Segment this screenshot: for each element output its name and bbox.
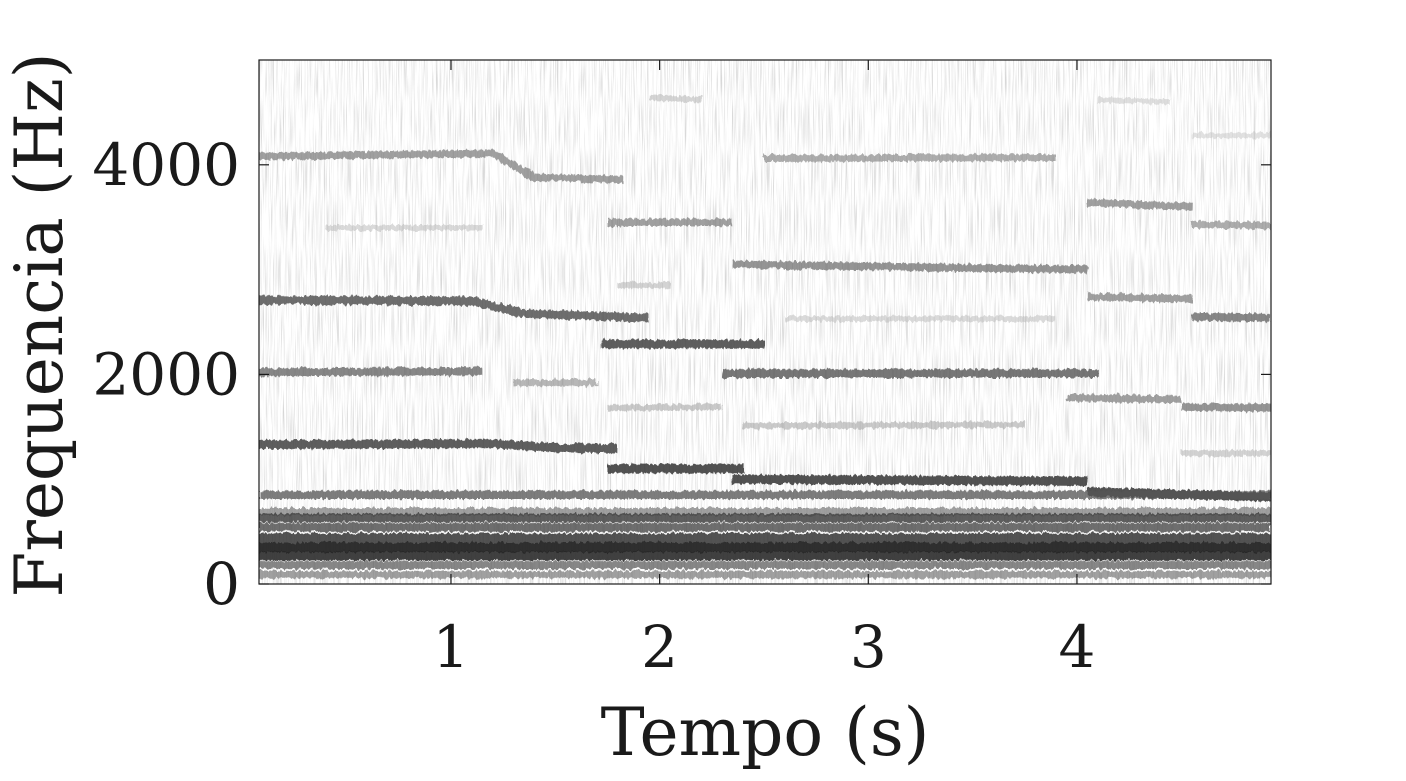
- plot-area: [258, 59, 1272, 585]
- spectral-noise-texture: [259, 60, 1271, 584]
- spectral-band-3: [649, 94, 702, 103]
- spectral-band-26: [732, 474, 1088, 486]
- spectral-band-17: [259, 367, 483, 377]
- spectral-band-1: [259, 149, 625, 184]
- x-axis-label: Tempo (s): [601, 694, 930, 771]
- spectral-band-7: [1087, 198, 1192, 211]
- spectral-band-8: [1097, 97, 1171, 105]
- y-tick-label: 4000: [92, 131, 240, 199]
- y-axis: 0 2000 4000: [92, 131, 1271, 618]
- y-tick-label: 2000: [92, 340, 240, 408]
- y-tick-label: 0: [203, 550, 240, 618]
- x-axis: 1 2 3 4: [433, 60, 1095, 681]
- spectral-band-23: [1181, 403, 1271, 412]
- x-tick-label: 4: [1058, 613, 1095, 681]
- spectral-band-5: [763, 154, 1057, 162]
- spectral-band-20: [607, 403, 723, 411]
- spectral-band-6: [732, 260, 1088, 274]
- spectral-band-15: [1087, 293, 1192, 303]
- spectral-band-16: [1191, 312, 1271, 322]
- x-tick-label: 2: [641, 613, 678, 681]
- plot-frame: [258, 59, 1272, 585]
- spectral-band-9: [1191, 221, 1271, 230]
- y-axis-label: Frequencia (Hz): [1, 53, 78, 598]
- spectral-band-21: [743, 421, 1025, 429]
- x-tick-label: 3: [850, 613, 887, 681]
- spectral-band-24: [259, 439, 618, 454]
- spectral-bands: [259, 94, 1271, 579]
- x-tick-label: 1: [433, 613, 470, 681]
- spectral-band-22: [1066, 393, 1182, 404]
- spectral-band-11: [259, 295, 650, 323]
